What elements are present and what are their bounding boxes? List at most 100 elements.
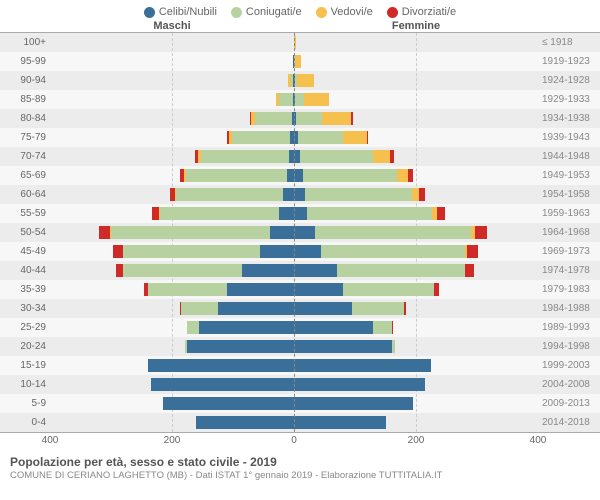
bar-segment xyxy=(116,264,123,277)
age-row: 20-241994-1998 xyxy=(0,337,600,356)
bar-segment xyxy=(218,302,294,315)
female-bar xyxy=(294,169,413,182)
year-label: 2009-2013 xyxy=(538,398,600,409)
legend-swatch xyxy=(144,7,155,18)
male-bar xyxy=(195,150,294,163)
legend-item: Divorziati/e xyxy=(387,6,456,18)
legend-item: Vedovi/e xyxy=(316,6,373,18)
bar-segment xyxy=(294,416,386,429)
header-male: Maschi xyxy=(50,20,294,32)
bar-segment xyxy=(294,283,343,296)
footer-sub: COMUNE DI CERIANO LAGHETTO (MB) - Dati I… xyxy=(10,470,590,481)
bar-segment xyxy=(305,188,412,201)
male-bar xyxy=(163,397,294,410)
year-label: 1949-1953 xyxy=(538,170,600,181)
bar-segment xyxy=(373,321,391,334)
year-label: 1954-1958 xyxy=(538,189,600,200)
male-bar xyxy=(113,245,294,258)
age-label: 5-9 xyxy=(0,398,50,409)
age-row: 70-741944-1948 xyxy=(0,147,600,166)
x-tick: 200 xyxy=(408,435,425,446)
x-tick: 0 xyxy=(291,435,297,446)
male-bar xyxy=(116,264,294,277)
bar-segment xyxy=(242,264,294,277)
header-female: Femmine xyxy=(294,20,538,32)
bar-segment xyxy=(260,245,294,258)
age-label: 80-84 xyxy=(0,113,50,124)
age-label: 40-44 xyxy=(0,265,50,276)
bar-segment xyxy=(322,112,351,125)
bar-segment xyxy=(152,207,159,220)
bar-segment xyxy=(294,359,431,372)
male-bar xyxy=(170,188,294,201)
bar-segment xyxy=(227,283,294,296)
year-label: 1989-1993 xyxy=(538,322,600,333)
bar-segment xyxy=(467,245,478,258)
female-bar xyxy=(294,188,425,201)
bar-segment xyxy=(199,321,294,334)
age-row: 60-64 1954-1958 xyxy=(0,185,600,204)
age-row: 65-691949-1953 xyxy=(0,166,600,185)
bar-segment xyxy=(367,131,369,144)
year-label: 1979-1983 xyxy=(538,284,600,295)
bar-segment xyxy=(337,264,465,277)
bar-segment xyxy=(148,359,294,372)
legend-label: Vedovi/e xyxy=(331,6,373,18)
age-row: 55-591959-1963 xyxy=(0,204,600,223)
bar-segment xyxy=(294,226,315,239)
bar-segment xyxy=(187,340,294,353)
year-label: 1919-1923 xyxy=(538,56,600,67)
female-bar xyxy=(294,245,478,258)
bar-segment xyxy=(300,150,373,163)
bar-segment xyxy=(232,131,290,144)
age-row: 95-991919-1923 xyxy=(0,52,600,71)
age-label: 50-54 xyxy=(0,227,50,238)
year-label: 1974-1978 xyxy=(538,265,600,276)
year-label: 1944-1948 xyxy=(538,151,600,162)
male-bar xyxy=(148,359,294,372)
bar-segment xyxy=(351,112,352,125)
bar-segment xyxy=(151,378,294,391)
year-label: 1984-1988 xyxy=(538,303,600,314)
bar-segment xyxy=(294,36,296,49)
age-row: 35-391979-1983 xyxy=(0,280,600,299)
bar-segment xyxy=(397,169,408,182)
bar-segment xyxy=(343,283,434,296)
bar-segment xyxy=(111,226,270,239)
age-label: 25-29 xyxy=(0,322,50,333)
year-label: 2014-2018 xyxy=(538,417,600,428)
age-label: 100+ xyxy=(0,37,50,48)
year-label: 1929-1933 xyxy=(538,94,600,105)
age-row: 40-44 1974-1978 xyxy=(0,261,600,280)
age-row: 45-491969-1973 xyxy=(0,242,600,261)
age-row: 30-341984-1988 xyxy=(0,299,600,318)
age-label: 0-4 xyxy=(0,417,50,428)
age-label: 60-64 xyxy=(0,189,50,200)
bar-segment xyxy=(315,226,471,239)
bar-segment xyxy=(392,340,395,353)
bar-segment xyxy=(297,74,313,87)
year-label: ≤ 1918 xyxy=(538,37,600,48)
female-bar xyxy=(294,283,439,296)
female-bar xyxy=(294,93,329,106)
bar-segment xyxy=(434,283,439,296)
age-label: 75-79 xyxy=(0,132,50,143)
age-row: 80-841934-1938 xyxy=(0,109,600,128)
age-label: 45-49 xyxy=(0,246,50,257)
bar-segment xyxy=(404,302,406,315)
age-label: 10-14 xyxy=(0,379,50,390)
bar-segment xyxy=(321,245,464,258)
bar-segment xyxy=(113,245,123,258)
bar-segment xyxy=(392,321,393,334)
bar-segment xyxy=(186,169,287,182)
age-label: 20-24 xyxy=(0,341,50,352)
age-label: 85-89 xyxy=(0,94,50,105)
bar-segment xyxy=(294,302,352,315)
bar-segment xyxy=(294,188,305,201)
bar-segment xyxy=(160,207,279,220)
year-label: 1939-1943 xyxy=(538,132,600,143)
legend: Celibi/NubiliConiugati/eVedovi/eDivorzia… xyxy=(0,0,600,20)
legend-item: Coniugati/e xyxy=(231,6,302,18)
bar-segment xyxy=(294,245,321,258)
age-label: 90-94 xyxy=(0,75,50,86)
